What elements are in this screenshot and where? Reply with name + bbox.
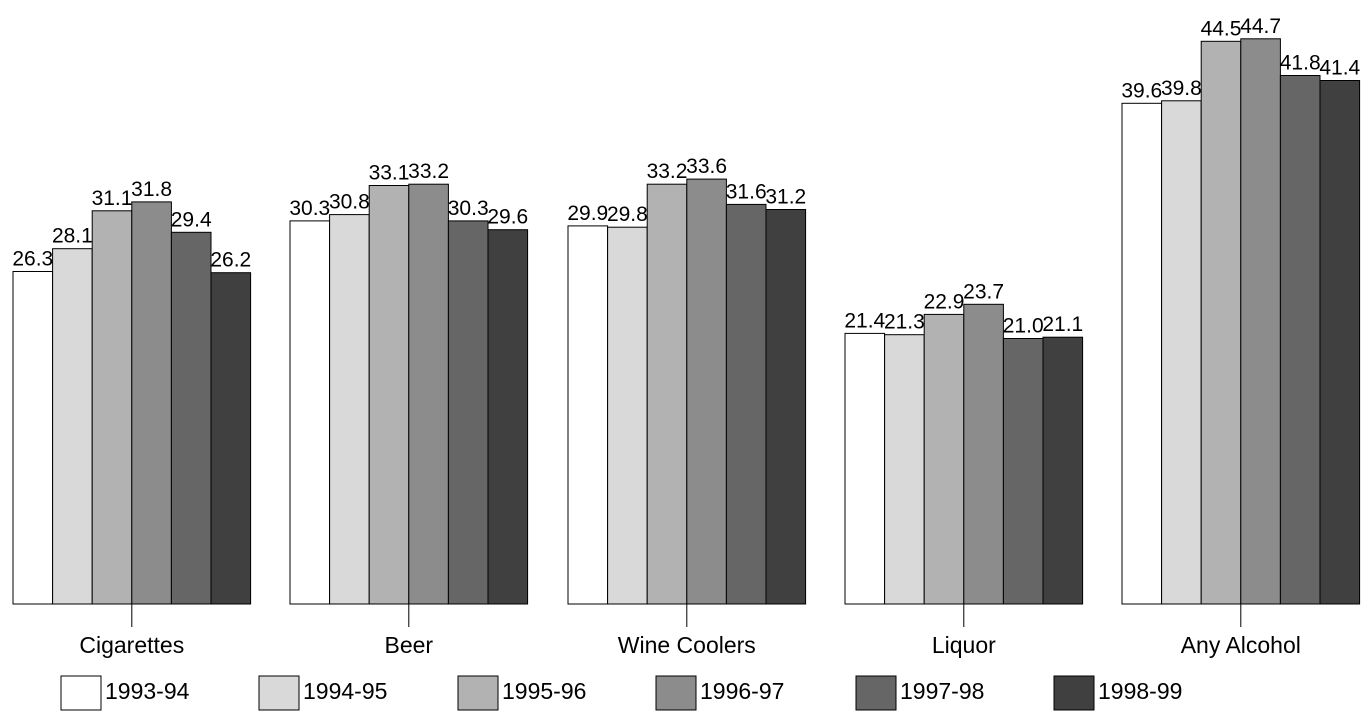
bar-cigarettes-1995-96 bbox=[91, 210, 133, 605]
data-label: 29.8 bbox=[607, 203, 648, 226]
bar-beer-1998-99 bbox=[487, 229, 529, 605]
bar-liquor-1998-99 bbox=[1042, 336, 1084, 605]
data-label: 33.1 bbox=[369, 162, 410, 185]
bar-beer-1997-98 bbox=[447, 220, 489, 605]
data-label: 33.2 bbox=[647, 160, 688, 183]
data-label: 31.1 bbox=[92, 187, 133, 210]
category-label: Any Alcohol bbox=[1181, 632, 1301, 658]
legend-swatch bbox=[60, 675, 102, 711]
bar-liquor-1997-98 bbox=[1002, 338, 1044, 605]
bar-any-alcohol-1997-98 bbox=[1279, 75, 1321, 605]
data-label: 29.9 bbox=[567, 202, 608, 225]
category-label: Cigarettes bbox=[79, 632, 184, 658]
bar-any-alcohol-1994-95 bbox=[1161, 100, 1202, 605]
legend-swatch bbox=[1053, 675, 1095, 711]
data-label: 30.3 bbox=[289, 197, 330, 220]
legend-label: 1996-97 bbox=[700, 678, 784, 704]
bar-liquor-1996-97 bbox=[963, 303, 1004, 605]
bar-beer-1993-94 bbox=[289, 220, 331, 605]
bar-liquor-1993-94 bbox=[844, 332, 886, 605]
bar-wine-coolers-1998-99 bbox=[765, 209, 807, 605]
data-labels-layer: 26.328.131.131.829.426.230.330.833.133.2… bbox=[12, 15, 1360, 338]
data-label: 30.8 bbox=[329, 191, 370, 214]
category-label: Wine Coolers bbox=[618, 632, 756, 658]
legend-label: 1994-95 bbox=[303, 678, 387, 704]
legend-label: 1995-96 bbox=[502, 678, 586, 704]
data-label: 21.0 bbox=[1003, 315, 1044, 338]
bar-wine-coolers-1993-94 bbox=[567, 225, 609, 605]
bar-wine-coolers-1996-97 bbox=[686, 178, 727, 605]
bar-any-alcohol-1996-97 bbox=[1240, 38, 1281, 605]
bar-wine-coolers-1997-98 bbox=[725, 203, 767, 605]
category-axis: Cigarettes Beer Wine Coolers Liquor Any Alco… bbox=[79, 604, 1301, 658]
data-label: 29.6 bbox=[487, 206, 528, 229]
legend-swatch bbox=[258, 675, 300, 711]
data-label: 31.8 bbox=[131, 178, 172, 201]
data-label: 39.8 bbox=[1161, 77, 1202, 100]
bars-layer bbox=[12, 38, 1361, 605]
bar-cigarettes-1997-98 bbox=[170, 231, 212, 605]
data-label: 26.3 bbox=[12, 248, 53, 271]
category-label: Liquor bbox=[932, 632, 996, 658]
bar-cigarettes-1994-95 bbox=[52, 248, 93, 605]
data-label: 41.8 bbox=[1280, 52, 1321, 75]
data-label: 21.3 bbox=[884, 311, 925, 334]
legend-swatch bbox=[655, 675, 697, 711]
legend-label: 1993-94 bbox=[105, 678, 190, 704]
legend-label: 1997-98 bbox=[900, 678, 984, 704]
bar-liquor-1994-95 bbox=[884, 334, 925, 605]
bar-liquor-1995-96 bbox=[923, 313, 965, 605]
bar-any-alcohol-1995-96 bbox=[1200, 40, 1242, 605]
data-label: 44.7 bbox=[1240, 15, 1281, 38]
data-label: 28.1 bbox=[52, 225, 93, 248]
bar-cigarettes-1993-94 bbox=[12, 271, 54, 605]
bar-beer-1995-96 bbox=[368, 185, 410, 605]
data-label: 29.4 bbox=[171, 208, 212, 231]
data-label: 33.2 bbox=[408, 160, 449, 183]
bar-beer-1994-95 bbox=[329, 214, 370, 605]
legend: 1993-94 1994-95 1995-96 1996-97 1997-98 1998-… bbox=[60, 675, 1182, 711]
data-label: 33.6 bbox=[686, 155, 727, 178]
data-label: 21.1 bbox=[1042, 313, 1083, 336]
data-label: 30.3 bbox=[448, 197, 489, 220]
data-label: 23.7 bbox=[963, 280, 1004, 303]
legend-swatch bbox=[855, 675, 897, 711]
legend-swatch bbox=[457, 675, 499, 711]
bar-cigarettes-1998-99 bbox=[210, 272, 252, 605]
data-label: 31.2 bbox=[765, 186, 806, 209]
data-label: 26.2 bbox=[210, 249, 251, 272]
data-label: 44.5 bbox=[1201, 17, 1242, 40]
data-label: 22.9 bbox=[924, 290, 965, 313]
bar-any-alcohol-1993-94 bbox=[1121, 102, 1163, 605]
category-label: Beer bbox=[385, 632, 434, 658]
data-label: 31.6 bbox=[726, 180, 767, 203]
bar-any-alcohol-1998-99 bbox=[1319, 80, 1361, 605]
data-label: 21.4 bbox=[844, 309, 885, 332]
legend-label: 1998-99 bbox=[1098, 678, 1182, 704]
bar-wine-coolers-1995-96 bbox=[646, 183, 688, 605]
data-label: 41.4 bbox=[1319, 57, 1360, 80]
bar-cigarettes-1996-97 bbox=[131, 201, 172, 605]
data-label: 39.6 bbox=[1121, 79, 1162, 102]
bar-beer-1996-97 bbox=[408, 183, 449, 605]
bar-wine-coolers-1994-95 bbox=[607, 226, 648, 605]
